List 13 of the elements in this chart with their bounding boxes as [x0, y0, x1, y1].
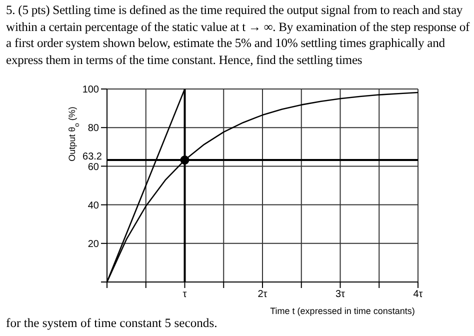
x-tick-label: τ — [182, 289, 187, 300]
y-tick-label: 80 — [88, 123, 100, 134]
x-axis-title: Time t (expressed in time constants) — [270, 306, 415, 316]
ref-line-label: 63.2 — [82, 152, 102, 163]
y-tick-label: 20 — [88, 238, 100, 250]
x-tick-label: 4τ — [413, 289, 423, 300]
y-tick-label: 60 — [88, 162, 100, 173]
y-tick-label: 100 — [82, 84, 100, 96]
y-tick-label: 40 — [88, 200, 100, 212]
text: for the system of time constant 5 seconds. — [6, 316, 218, 331]
chart-title: 5. (5 pts) Settling time is defined as the time required the output signal from to reach and stay within a certain percentage of the static value at t → ∞. By examination of the step response of a first order system shown below, estimate the 5% and 10% settling times graphically and express them in terms of the time constant. Hence, find the settling times — [6, 2, 471, 68]
x-tick-label: 3τ — [335, 289, 346, 300]
x-tick-label: 2τ — [258, 289, 268, 300]
